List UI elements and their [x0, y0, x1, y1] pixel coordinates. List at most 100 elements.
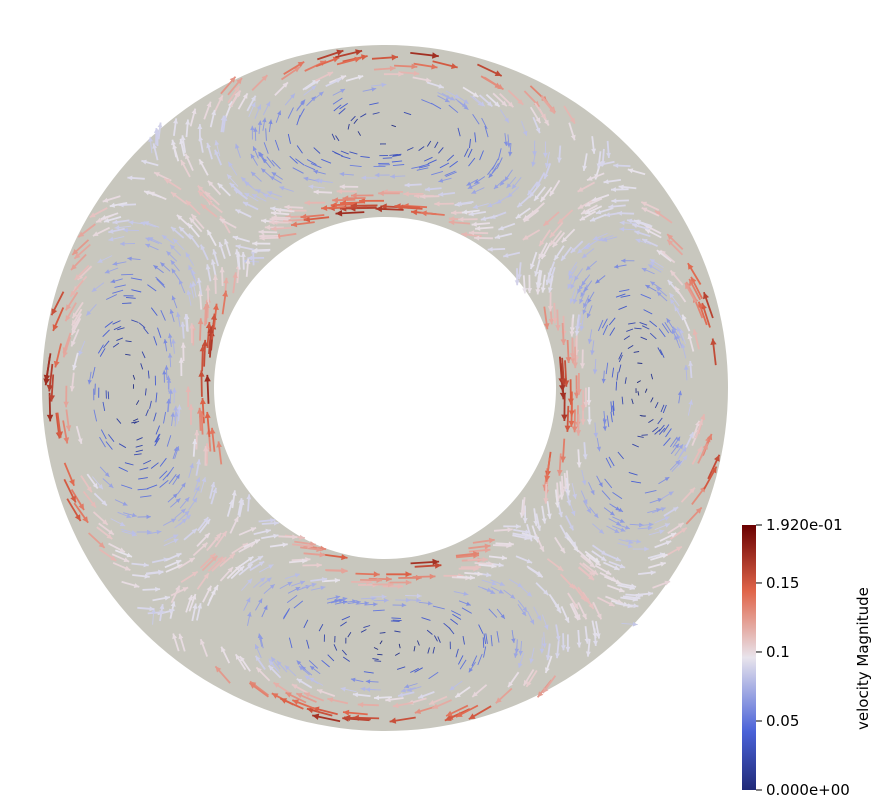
velocity-glyph — [644, 388, 648, 393]
velocity-glyph — [135, 444, 143, 448]
velocity-glyph — [159, 470, 168, 479]
velocity-glyph-head — [235, 209, 241, 214]
velocity-glyph-head — [204, 533, 210, 539]
velocity-glyph-head — [667, 239, 674, 246]
velocity-glyph — [661, 323, 670, 334]
velocity-glyph-head — [51, 308, 58, 316]
velocity-glyph — [434, 141, 439, 149]
velocity-glyph — [159, 457, 167, 467]
velocity-glyph-head — [251, 248, 257, 254]
velocity-glyph-head — [676, 546, 682, 552]
velocity-glyph-head — [292, 534, 298, 540]
velocity-glyph-head — [65, 304, 72, 311]
velocity-glyph-head — [300, 100, 305, 106]
velocity-glyph — [640, 293, 652, 300]
velocity-glyph-head — [670, 270, 676, 277]
velocity-glyph — [459, 659, 467, 670]
velocity-glyph-head — [593, 640, 598, 646]
velocity-glyph-head — [434, 201, 440, 207]
velocity-glyph — [483, 633, 487, 644]
velocity-glyph — [135, 400, 140, 406]
velocity-glyph-head — [173, 405, 178, 411]
velocity-glyph-head — [616, 521, 621, 526]
velocity-glyph-head — [617, 210, 622, 216]
velocity-glyph — [602, 324, 609, 336]
velocity-glyph-head — [98, 484, 103, 490]
velocity-glyph-head — [514, 648, 519, 654]
velocity-glyph-head — [244, 193, 250, 198]
velocity-glyph — [271, 159, 281, 170]
velocity-glyph — [121, 273, 134, 276]
velocity-glyph-head — [301, 558, 308, 564]
velocity-glyph — [287, 133, 291, 144]
velocity-glyph — [617, 451, 624, 460]
velocity-glyph-head — [189, 463, 194, 469]
velocity-glyph-head — [131, 530, 137, 535]
velocity-glyph — [478, 624, 484, 634]
velocity-glyph-head — [636, 539, 642, 544]
velocity-glyph-head — [250, 527, 257, 532]
velocity-glyph-head — [195, 477, 201, 483]
velocity-glyph-head — [72, 249, 79, 255]
velocity-glyph-head — [499, 180, 505, 186]
velocity-glyph-head — [256, 667, 262, 673]
velocity-glyph — [149, 400, 152, 409]
velocity-glyph-head — [656, 291, 662, 297]
velocity-glyph-head — [456, 711, 463, 717]
velocity-glyph-head — [191, 571, 198, 577]
velocity-glyph — [462, 636, 465, 645]
velocity-glyph-head — [171, 227, 177, 232]
velocity-glyph — [663, 437, 671, 446]
colorbar-tick-label: 0.1 — [766, 643, 790, 661]
velocity-glyph-head — [188, 404, 194, 410]
velocity-glyph-head — [702, 443, 708, 450]
velocity-glyph-head — [451, 210, 457, 216]
velocity-glyph — [162, 471, 171, 481]
colorbar-tick-label: 1.920e-01 — [766, 516, 843, 534]
velocity-glyph-head — [155, 586, 161, 592]
velocity-glyph — [154, 434, 160, 443]
velocity-glyph — [488, 608, 498, 618]
velocity-glyph-head — [576, 389, 582, 395]
velocity-glyph — [468, 157, 476, 167]
velocity-glyph-head — [334, 577, 340, 583]
velocity-glyph — [483, 646, 487, 658]
velocity-glyph-head — [627, 603, 633, 609]
velocity-glyph-head — [71, 264, 77, 270]
velocity-glyph — [485, 633, 488, 644]
velocity-glyph-head — [147, 529, 152, 535]
velocity-glyph-head — [296, 693, 303, 699]
velocity-glyph — [634, 327, 642, 330]
velocity-glyph-head — [526, 558, 533, 564]
velocity-glyph-head — [540, 113, 546, 120]
velocity-glyph — [347, 631, 352, 638]
velocity-glyph-head — [238, 566, 245, 572]
velocity-glyph-head — [472, 691, 478, 697]
velocity-glyph — [652, 426, 659, 433]
velocity-glyph — [133, 453, 142, 456]
velocity-glyph-head — [199, 398, 206, 405]
velocity-glyph-head — [571, 541, 577, 547]
velocity-glyph-head — [108, 228, 114, 234]
velocity-glyph-head — [662, 553, 668, 559]
velocity-glyph-head — [301, 666, 306, 671]
velocity-glyph-head — [268, 119, 273, 125]
velocity-glyph-head — [173, 538, 179, 544]
colorbar-tick-label: 0.05 — [766, 712, 799, 730]
velocity-glyph — [106, 294, 117, 300]
velocity-glyph-head — [394, 203, 401, 210]
velocity-glyph-head — [518, 662, 523, 668]
velocity-glyph-head — [580, 405, 586, 411]
velocity-glyph-head — [586, 265, 591, 271]
velocity-glyph — [619, 289, 630, 293]
velocity-glyph-head — [667, 234, 674, 240]
velocity-glyph-head — [560, 489, 566, 495]
velocity-glyph-head — [110, 279, 116, 284]
velocity-glyph — [618, 354, 623, 363]
velocity-glyph-head — [561, 414, 568, 421]
velocity-glyph-head — [235, 654, 241, 660]
velocity-glyph-head — [560, 547, 565, 554]
velocity-glyph — [389, 153, 398, 156]
velocity-glyph-head — [381, 82, 387, 88]
